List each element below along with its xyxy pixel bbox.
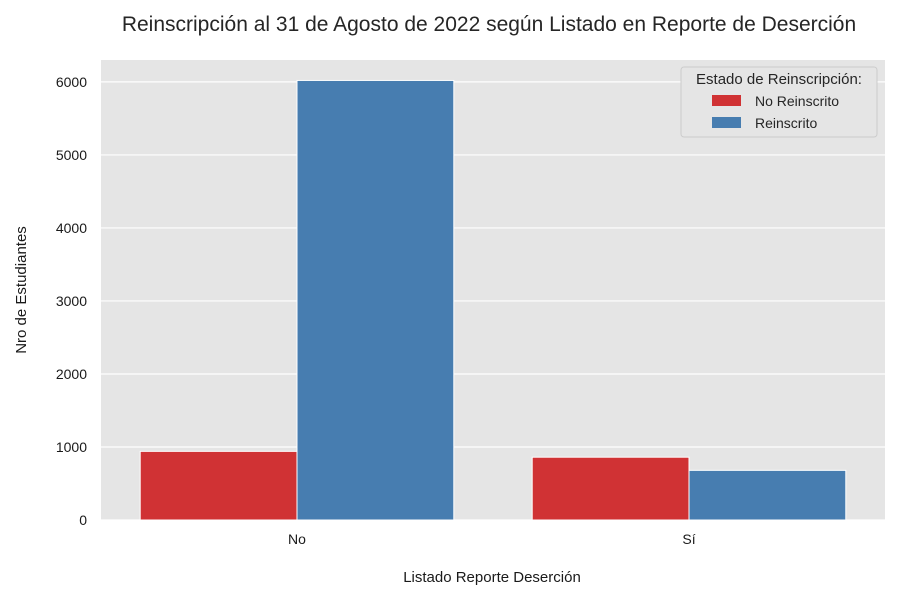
legend-swatch [712, 95, 741, 106]
y-tick-label: 1000 [56, 439, 87, 455]
bar-no-reinscrito-0 [139, 450, 298, 521]
x-tick-label: Sí [682, 531, 695, 547]
legend-title: Estado de Reinscripción: [696, 71, 862, 88]
legend-items: No Reinscrito Reinscrito [712, 93, 839, 131]
y-tick-label: 3000 [56, 293, 87, 309]
legend-swatch [712, 117, 741, 128]
legend-entry-label: Reinscrito [755, 115, 817, 131]
bar-reinscrito-0 [296, 79, 455, 521]
y-tick-label: 6000 [56, 74, 87, 90]
y-axis-label: Nro de Estudiantes [13, 226, 30, 354]
legend: Estado de Reinscripción: No Reinscrito Re… [680, 66, 878, 138]
y-axis-ticks: 0 1000 2000 3000 4000 5000 6000 [56, 74, 87, 528]
y-tick-label: 4000 [56, 220, 87, 236]
bars [139, 79, 847, 521]
y-tick-label: 2000 [56, 366, 87, 382]
legend-entry-label: No Reinscrito [755, 93, 839, 109]
x-axis-ticks: No Sí [288, 531, 696, 547]
chart-title: Reinscripción al 31 de Agosto de 2022 se… [122, 13, 856, 36]
bar-reinscrito-1 [688, 469, 847, 521]
x-axis-label: Listado Reporte Deserción [403, 569, 581, 586]
x-tick-label: No [288, 531, 306, 547]
y-tick-label: 0 [79, 512, 87, 528]
bar-no-reinscrito-1 [531, 456, 690, 521]
y-tick-label: 5000 [56, 147, 87, 163]
